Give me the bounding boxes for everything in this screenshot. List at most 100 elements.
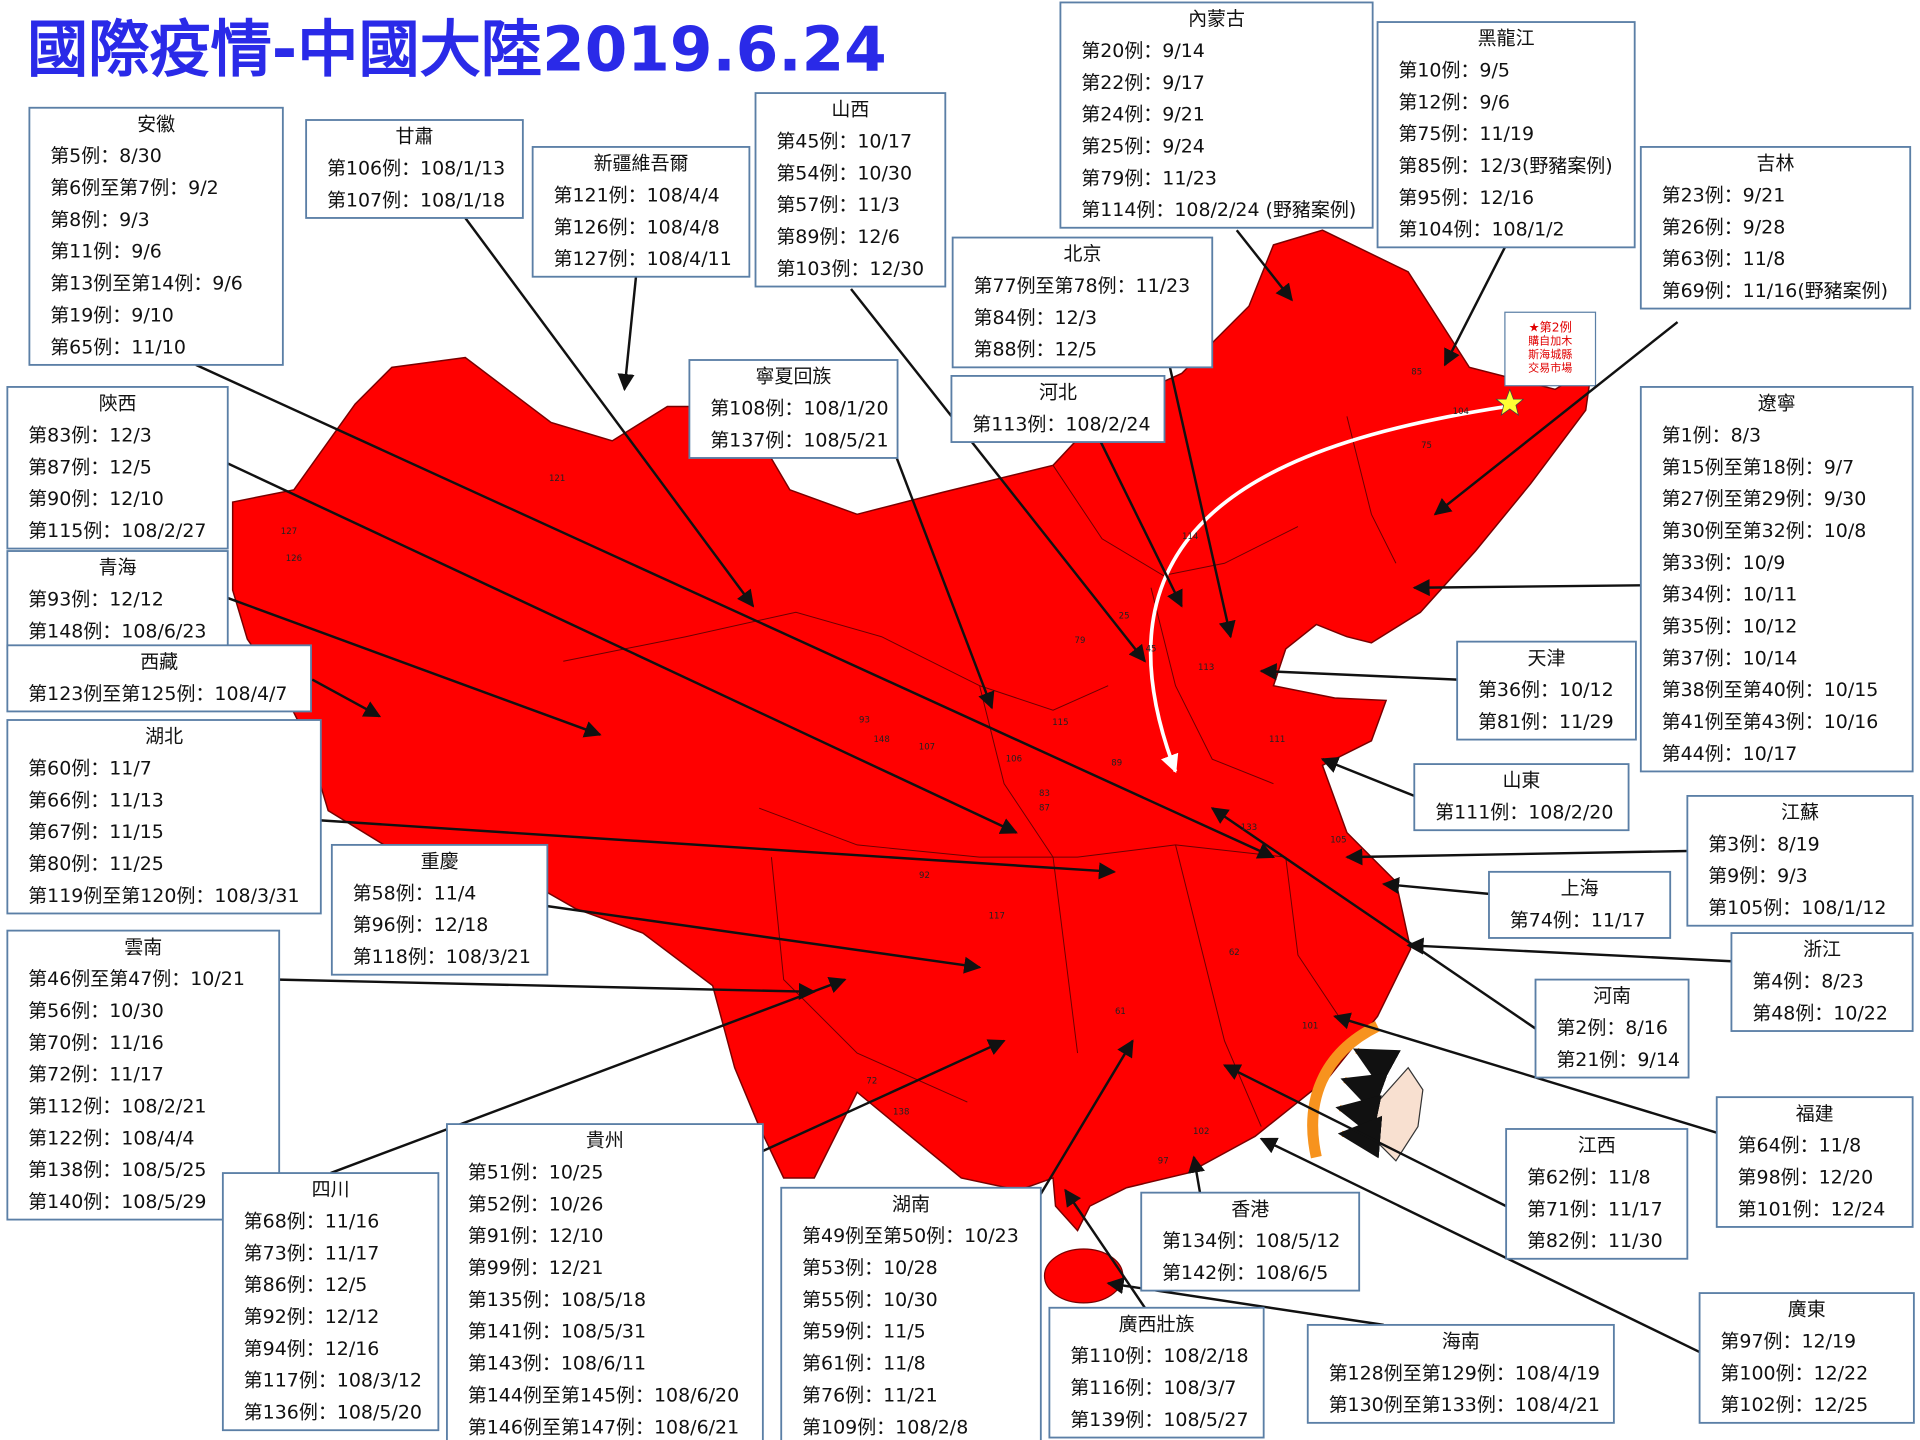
map-label: 75 — [1421, 441, 1432, 451]
box-frame — [1059, 1, 1374, 229]
box-frame — [1534, 978, 1690, 1079]
case-line: 第90例：12/10 — [28, 488, 164, 510]
box-frame — [1639, 386, 1914, 773]
case-line: 第102例：12/25 — [1720, 1394, 1868, 1416]
box-title: 內蒙古 — [1188, 8, 1245, 30]
box-frame — [1488, 870, 1672, 939]
case-line: 第61例：11/8 — [802, 1353, 926, 1375]
box-title: 西藏 — [140, 651, 178, 673]
box-title: 寧夏回族 — [756, 366, 832, 388]
case-line: 第104例：108/1/2 — [1398, 219, 1564, 241]
map-label: 138 — [893, 1107, 909, 1117]
case-line: 第136例：108/5/20 — [244, 1402, 422, 1424]
case-line: 第119例至第120例：108/3/31 — [28, 885, 299, 907]
case-line: 第12例：9/6 — [1398, 91, 1510, 113]
case-line: 第48例：10/22 — [1752, 1002, 1888, 1024]
case-line: 第113例：108/2/24 — [972, 413, 1150, 435]
map-label: 72 — [866, 1077, 877, 1087]
case-line: 第127例：108/4/11 — [553, 248, 731, 270]
pointer-arrow — [1320, 756, 1415, 798]
pointer-arrow — [762, 1039, 1006, 1153]
pointer-arrow — [1235, 229, 1293, 302]
case-line: 第107例：108/1/18 — [327, 189, 505, 211]
case-line: 第74例：11/17 — [1510, 909, 1646, 931]
box-title: 天津 — [1528, 647, 1566, 669]
case-line: 第89例：12/6 — [776, 226, 900, 248]
pointer-arrow — [311, 678, 382, 718]
threat-arrows — [1335, 1047, 1401, 1159]
case-line: 第38例至第40例：10/15 — [1662, 679, 1879, 701]
map-label: 87 — [1039, 804, 1050, 814]
box-title: 香港 — [1231, 1198, 1269, 1220]
case-line: 第62例：11/8 — [1527, 1166, 1651, 1188]
case-line: 第88例：12/5 — [973, 339, 1097, 361]
case-line: 第13例至第14例：9/6 — [50, 273, 243, 295]
mainland — [231, 229, 1593, 1232]
box-title: 湖南 — [892, 1193, 930, 1215]
box-title: 江西 — [1578, 1135, 1616, 1157]
note-line: ★第2例 — [1529, 321, 1572, 335]
case-line: 第9例：9/3 — [1708, 865, 1808, 887]
pointer-arrow — [617, 269, 638, 392]
map-label: 61 — [1115, 1007, 1126, 1017]
map-label: 126 — [286, 554, 302, 564]
box-title: 吉林 — [1757, 153, 1795, 175]
box-title: 陝西 — [99, 393, 137, 415]
case-line: 第148例：108/6/23 — [28, 620, 206, 642]
map-label: 115 — [1052, 718, 1068, 728]
box-frame — [1698, 1292, 1915, 1424]
box-frame — [1376, 21, 1636, 249]
pointer-arrow — [1064, 1188, 1146, 1309]
note-line: 斯海城縣 — [1528, 347, 1572, 361]
case-line: 第36例：10/12 — [1478, 679, 1614, 701]
box-title: 福建 — [1796, 1103, 1834, 1125]
box-title: 上海 — [1561, 877, 1599, 899]
pointer-arrow — [1098, 439, 1183, 608]
case-line: 第45例：10/17 — [776, 131, 912, 153]
box-frame — [6, 719, 322, 915]
box-title: 青海 — [99, 557, 137, 579]
map-label: 113 — [1198, 663, 1214, 673]
case-line: 第118例：108/3/21 — [353, 946, 531, 968]
case-line: 第92例：12/12 — [244, 1306, 380, 1328]
case-line: 第25例：9/24 — [1081, 135, 1205, 157]
box-frame — [780, 1186, 1042, 1440]
pointer-arrow — [547, 904, 982, 974]
pointer-arrow — [1210, 807, 1537, 1030]
case-line: 第103例：12/30 — [776, 258, 924, 280]
case-line: 第97例：12/19 — [1720, 1331, 1856, 1353]
pointer-arrow — [1039, 1039, 1134, 1195]
case-line: 第55例：10/30 — [802, 1289, 938, 1311]
box-frame — [6, 386, 229, 550]
origin-star — [1495, 388, 1525, 416]
box-frame — [688, 359, 899, 459]
box-title: 河北 — [1039, 382, 1077, 404]
case-line: 第138例：108/5/25 — [28, 1159, 206, 1181]
case-line: 第143例：108/6/11 — [468, 1353, 646, 1375]
map-label: 107 — [919, 742, 935, 752]
case-line: 第52例：10/26 — [468, 1193, 604, 1215]
box-frame — [446, 1123, 764, 1440]
case-line: 第4例：8/23 — [1752, 971, 1864, 993]
case-line: 第5例：8/30 — [50, 145, 162, 167]
case-line: 第70例：11/16 — [28, 1032, 164, 1054]
case-line: 第26例：9/28 — [1662, 216, 1786, 238]
box-title: 四川 — [312, 1179, 350, 1201]
case-line: 第44例：10/17 — [1662, 743, 1798, 765]
map-label: 101 — [1302, 1022, 1318, 1032]
case-line: 第67例：11/15 — [28, 821, 164, 843]
case-line: 第122例：108/4/4 — [28, 1127, 194, 1149]
case-line: 第123例至第125例：108/4/7 — [28, 683, 287, 705]
